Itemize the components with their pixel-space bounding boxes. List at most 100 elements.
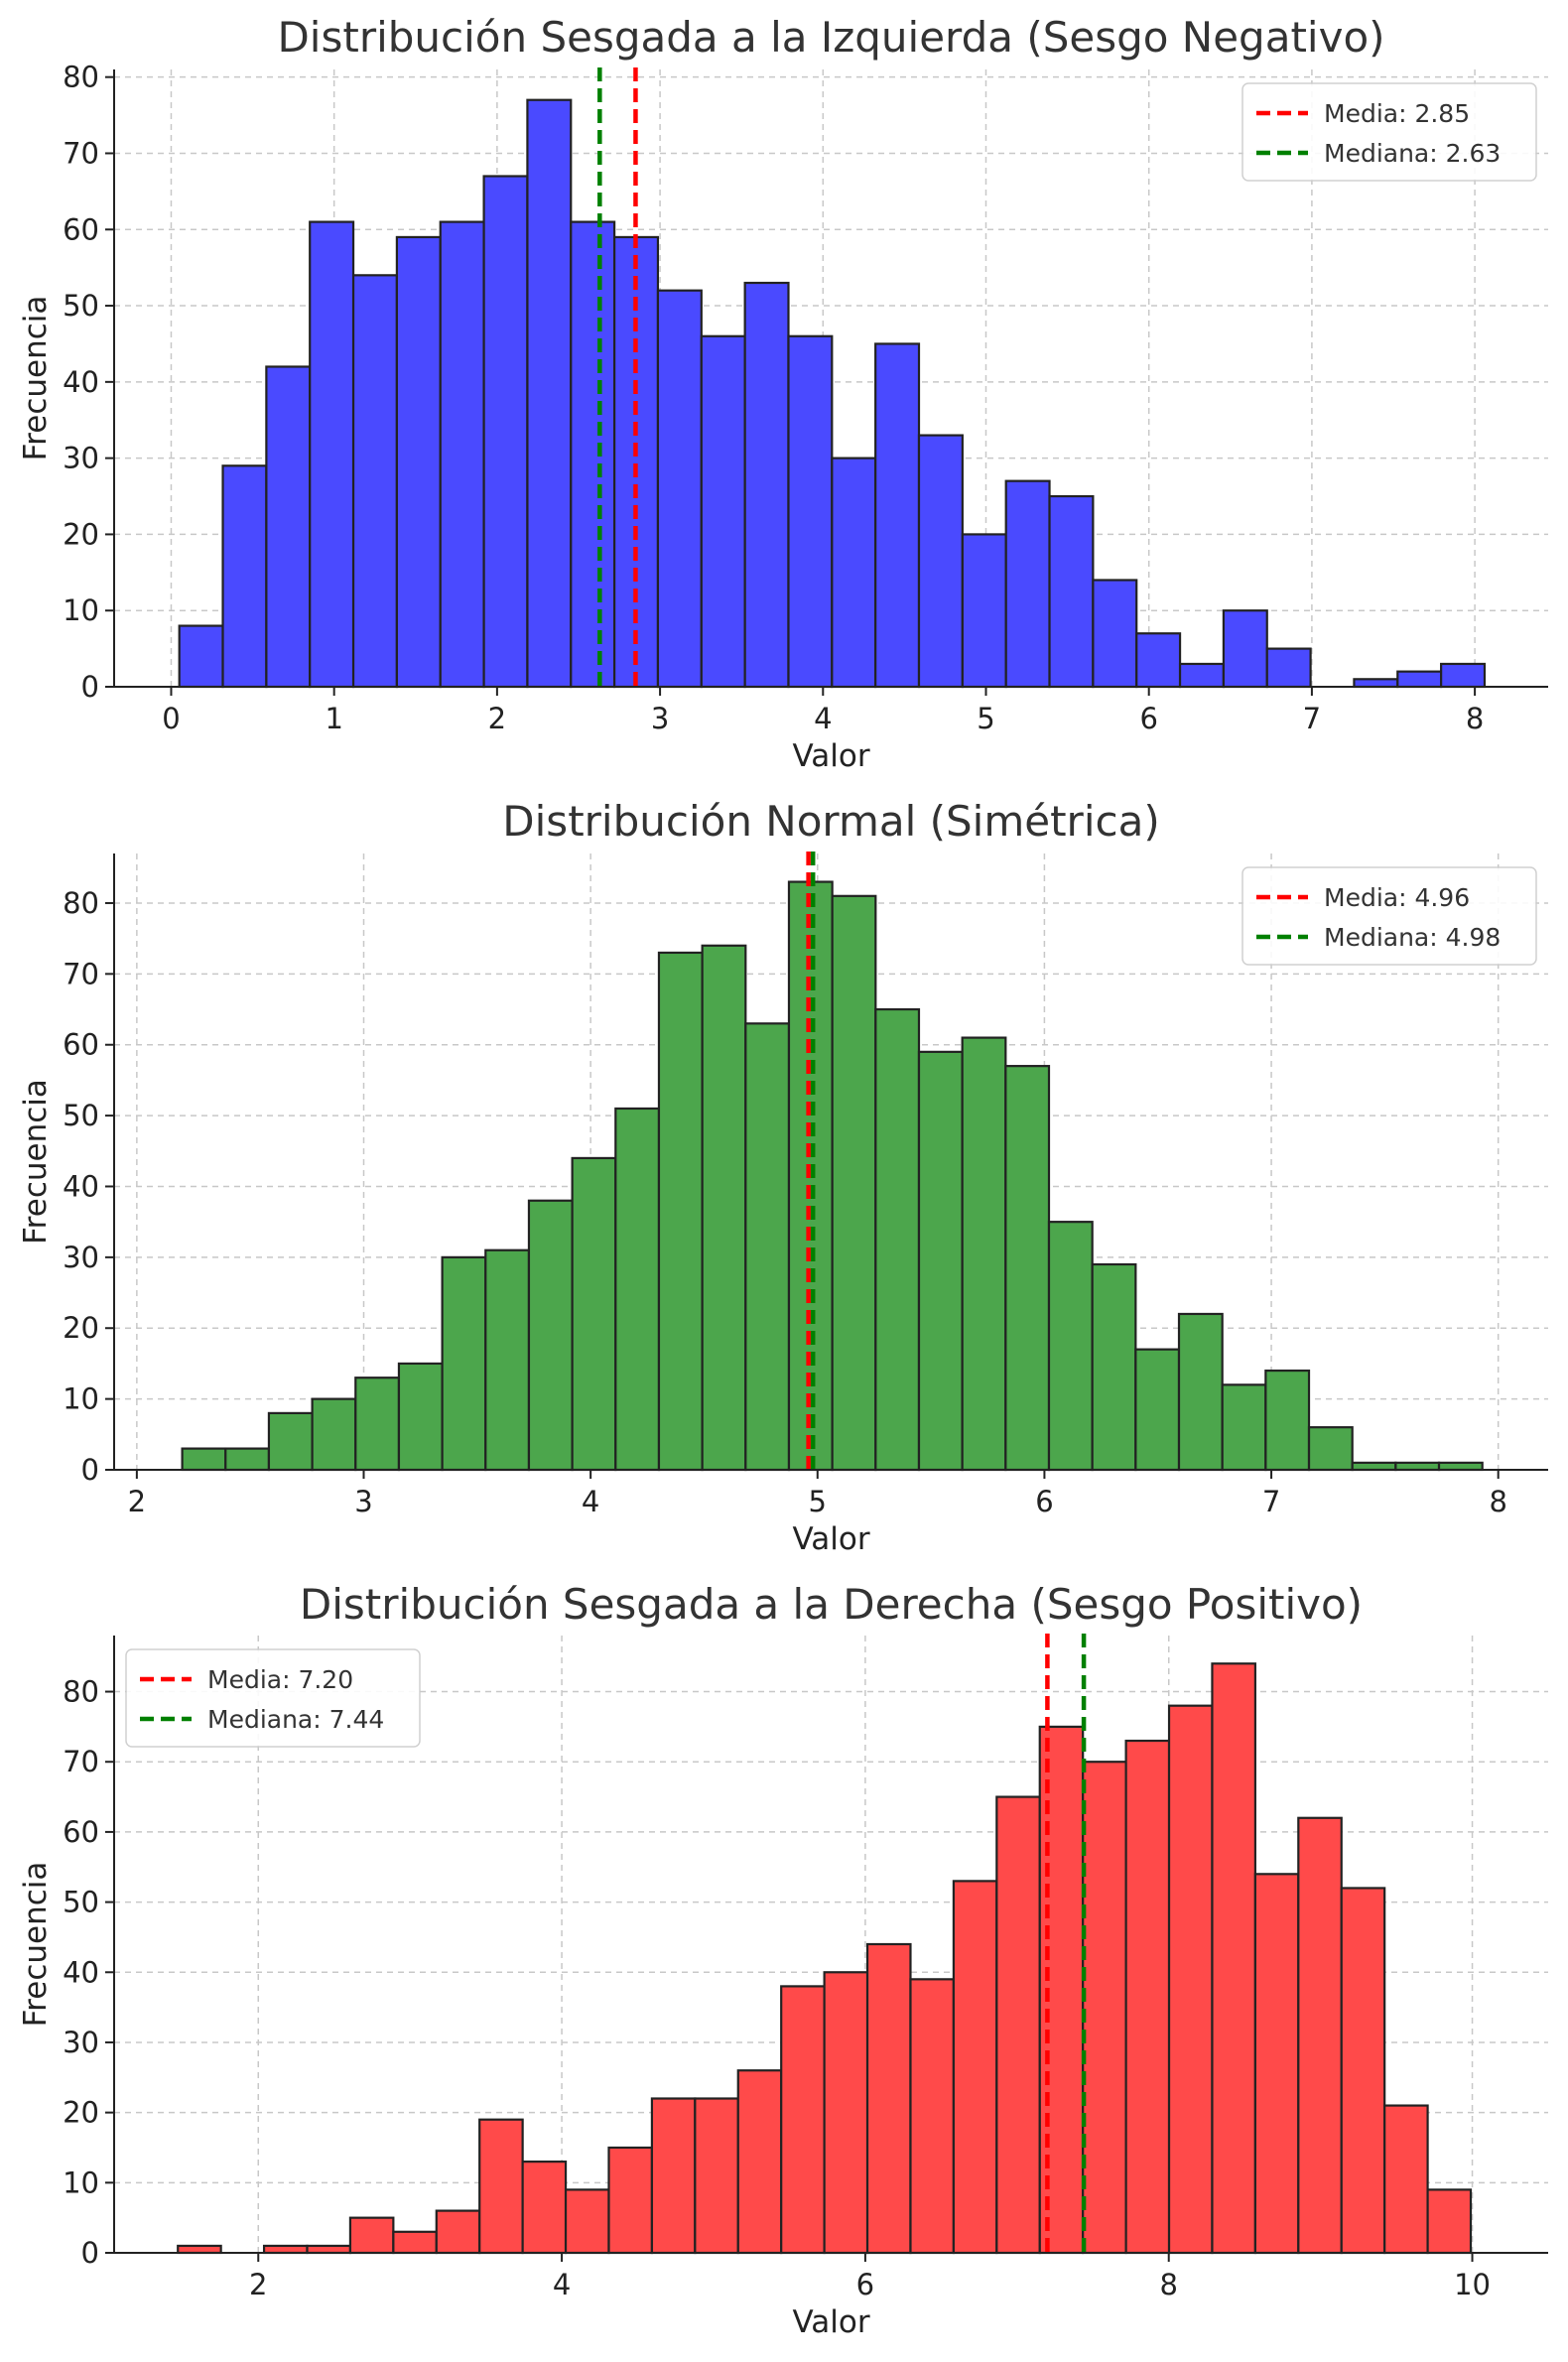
histogram-bar: [262, 2244, 309, 2255]
legend: Media: 4.96 Mediana: 4.98: [1241, 866, 1537, 966]
x-tick-label: 1: [325, 702, 342, 735]
legend-frame: [1241, 866, 1537, 966]
histogram-bar: [521, 2161, 568, 2255]
y-tick-label: 10: [63, 1382, 99, 1416]
histogram-bar: [823, 1971, 869, 2255]
histogram-bar: [743, 281, 790, 689]
histogram-bar: [1004, 1065, 1051, 1472]
histogram-bar: [917, 434, 964, 689]
histogram-bar: [656, 289, 703, 689]
histogram-bar: [1135, 632, 1182, 689]
histogram-bar: [439, 220, 485, 689]
bars: [177, 1662, 1473, 2255]
histogram-bar: [614, 1107, 661, 1472]
x-tick-label: 4: [553, 2268, 571, 2301]
histogram-bar: [874, 1007, 921, 1472]
y-tick-label: 50: [63, 1886, 99, 1919]
histogram-bar: [736, 2069, 783, 2255]
chart-title: Distribución Normal (Simétrica): [502, 797, 1159, 846]
histogram-bar: [744, 1022, 791, 1472]
x-tick-label: 5: [809, 1485, 827, 1518]
histogram-bar: [1124, 1739, 1171, 2255]
histogram-bar: [865, 1942, 912, 2255]
histogram-bar: [571, 1156, 617, 1472]
x-tick-label: 4: [582, 1485, 599, 1518]
x-tick-label: 10: [1454, 2268, 1491, 2301]
histogram-bar: [267, 1411, 314, 1472]
x-tick-label: 6: [856, 2268, 874, 2301]
histogram-bar: [1264, 1369, 1311, 1472]
y-tick-label: 70: [63, 1745, 99, 1778]
histogram-bar: [1178, 662, 1226, 689]
histogram-bar: [1222, 609, 1268, 689]
y-tick-label: 40: [63, 365, 99, 399]
histogram-bar: [1353, 678, 1399, 689]
histogram-bar: [397, 1362, 444, 1472]
histogram-bar: [1440, 662, 1487, 689]
y-tick-label: 80: [63, 61, 99, 94]
histogram-bar: [1177, 1312, 1224, 1472]
histogram-bar: [564, 2188, 610, 2255]
histogram-bar: [700, 334, 746, 689]
y-tick-label: 50: [63, 1099, 99, 1132]
legend-frame: [1241, 82, 1537, 182]
y-tick-label: 20: [63, 1311, 99, 1345]
histogram-bar: [995, 1795, 1041, 2255]
histogram-bar: [909, 1978, 955, 2255]
y-tick-label: 30: [63, 2026, 99, 2059]
y-axis-label: Frecuencia: [18, 1079, 54, 1245]
y-tick-label: 20: [63, 517, 99, 551]
y-tick-label: 0: [81, 2236, 99, 2270]
histogram-bar: [309, 220, 355, 689]
x-tick-label: 2: [128, 1485, 146, 1518]
y-tick-label: 0: [81, 1453, 99, 1487]
y-tick-label: 60: [63, 212, 99, 246]
histogram-bar: [478, 2118, 524, 2255]
y-tick-label: 0: [81, 670, 99, 704]
histogram-bar: [1394, 1461, 1441, 1472]
y-axis-label: Frecuencia: [18, 296, 54, 461]
legend-entry: Media: 4.96: [1324, 883, 1470, 912]
chart-title: Distribución Sesgada a la Izquierda (Ses…: [277, 13, 1384, 62]
histogram-bar: [351, 274, 398, 689]
histogram-bar: [1383, 2104, 1429, 2255]
y-tick-label: 20: [63, 2096, 99, 2130]
histogram-bar: [1396, 670, 1443, 689]
y-tick-label: 70: [63, 136, 99, 170]
histogram-bar: [607, 2146, 654, 2255]
histogram-bar: [484, 1248, 531, 1472]
histogram-bar: [1265, 647, 1312, 689]
x-tick-label: 8: [1489, 1485, 1506, 1518]
bars: [181, 880, 1484, 1472]
legend: Media: 7.20 Mediana: 7.44: [125, 1648, 421, 1748]
histogram-panel-3: 2 4 6 8 10 0 10 20 30 40 50 60 70 80 Distribución Sesg…: [18, 1580, 1548, 2340]
histogram-bar: [181, 1447, 227, 1472]
x-tick-label: 3: [651, 702, 669, 735]
y-tick-label: 30: [63, 1241, 99, 1274]
histogram-bar: [961, 533, 1007, 689]
y-tick-label: 80: [63, 886, 99, 920]
legend: Media: 2.85 Mediana: 2.63: [1241, 82, 1537, 182]
histogram-bar: [831, 894, 877, 1472]
x-axis-label: Valor: [792, 1521, 869, 1557]
y-axis-label: Frecuencia: [18, 1862, 54, 2028]
y-tick-label: 60: [63, 1815, 99, 1849]
histogram-bar: [1134, 1348, 1181, 1472]
histogram-bar: [178, 624, 224, 689]
histogram-bar: [482, 175, 529, 689]
histogram-bar: [1211, 1662, 1256, 2255]
legend-frame: [125, 1648, 421, 1748]
histogram-bar: [917, 1050, 964, 1472]
x-axis-label: Valor: [792, 738, 869, 774]
y-tick-label: 80: [63, 1675, 99, 1709]
y-tick-label: 10: [63, 2165, 99, 2199]
y-tick-label: 10: [63, 593, 99, 627]
legend-entry: Mediana: 2.63: [1324, 139, 1501, 168]
y-tick-label: 40: [63, 1169, 99, 1203]
histogram-bar: [1167, 1704, 1214, 2255]
histogram-bar: [570, 220, 616, 689]
histogram-bar: [354, 1377, 401, 1472]
